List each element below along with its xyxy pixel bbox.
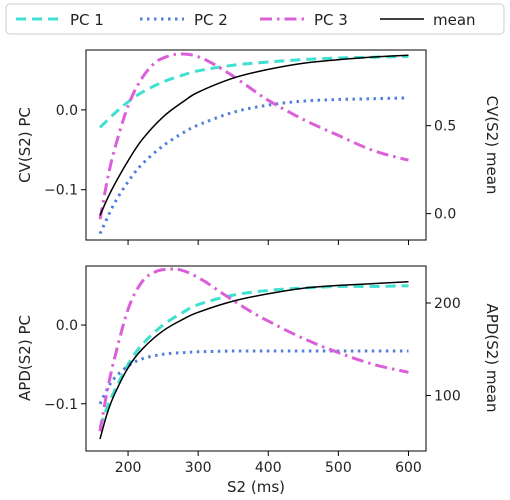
legend-label-pc2: PC 2 (194, 11, 228, 29)
legend-label-pc3: PC 3 (314, 11, 348, 29)
y-tick-label-left: 0.0 (56, 103, 78, 119)
series-line-pc3 (98, 52, 409, 220)
series-line-pc1 (98, 54, 409, 129)
legend-label-mean: mean (433, 11, 476, 29)
cv-left-axis-title: CV(S2) PC (16, 107, 34, 183)
y-tick-label-right: 0.5 (434, 119, 456, 135)
series-line-mean (99, 280, 409, 440)
x-axis-title: S2 (ms) (227, 478, 285, 496)
series-line-mean (99, 54, 409, 216)
y-tick-label-right: 200 (434, 296, 461, 312)
x-tick-label: 200 (115, 460, 142, 476)
series-line-pc2 (98, 96, 409, 235)
series-line-pc1 (98, 284, 409, 428)
legend-item-pc2: PC 2 (140, 11, 228, 29)
cv-panel: 0.0 −0.1 0.5 0.0 CV(S2) PC CV(S2) mean (16, 49, 501, 245)
legend-item-mean: mean (380, 11, 476, 29)
legend-label-pc1: PC 1 (70, 11, 104, 29)
y-tick-label-right: 0.0 (434, 207, 456, 223)
series-line-pc3 (98, 267, 409, 432)
legend: PC 1 PC 2 PC 3 mean (5, 3, 505, 35)
legend-item-pc1: PC 1 (16, 11, 104, 29)
apd-series (98, 267, 409, 440)
y-tick-label-right: 100 (434, 389, 461, 405)
x-tick-label: 600 (395, 460, 422, 476)
apd-right-axis-title: APD(S2) mean (483, 304, 501, 413)
cv-ticks: 0.0 −0.1 0.5 0.0 (44, 103, 456, 245)
cv-right-axis-title: CV(S2) mean (483, 96, 501, 195)
apd-axes-frame (85, 265, 427, 452)
y-tick-label-left: 0.0 (56, 318, 78, 334)
apd-left-axis-title: APD(S2) PC (16, 315, 34, 401)
y-tick-label-left: −0.1 (44, 397, 78, 413)
apd-ticks: 200 300 400 500 600 0.0 −0.1 200 100 (44, 296, 461, 476)
series-line-pc2 (98, 349, 409, 405)
legend-frame (5, 3, 505, 35)
x-tick-label: 400 (255, 460, 282, 476)
cv-axes-frame (85, 49, 427, 241)
y-tick-label-left: −0.1 (44, 183, 78, 199)
cv-series (98, 52, 409, 235)
x-tick-label: 500 (325, 460, 352, 476)
legend-item-pc3: PC 3 (260, 11, 348, 29)
x-tick-label: 300 (185, 460, 212, 476)
